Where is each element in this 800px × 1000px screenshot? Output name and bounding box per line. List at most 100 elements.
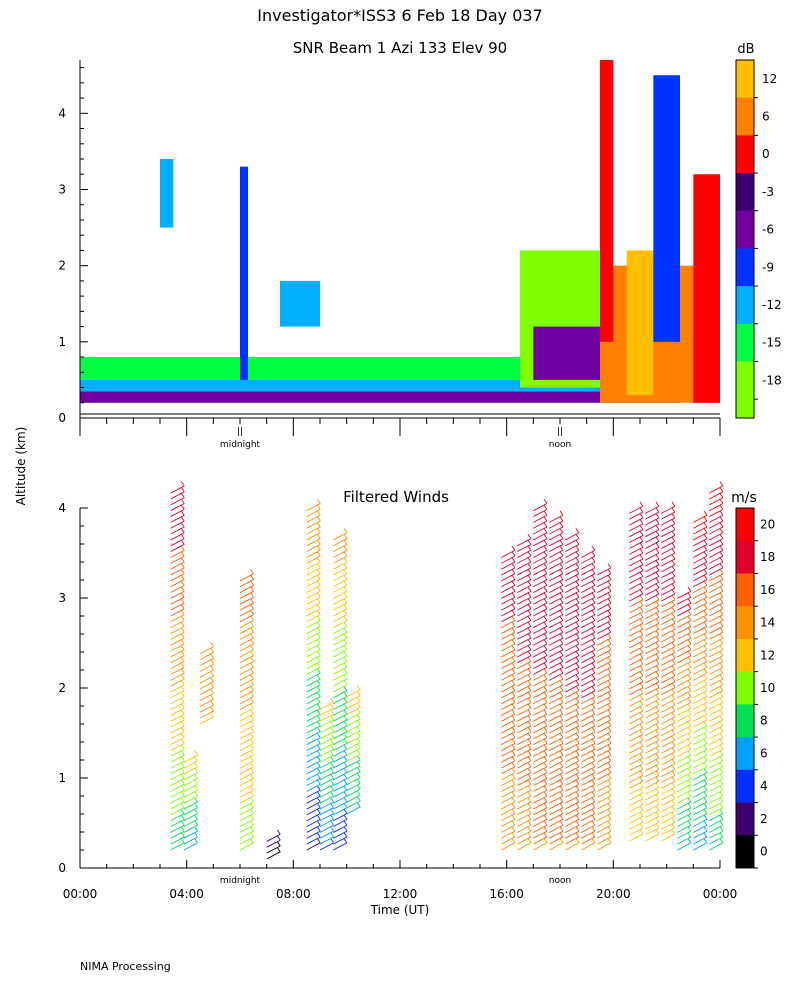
wind-barb — [170, 608, 185, 617]
wind-barb-flag — [671, 636, 676, 642]
wind-barb — [346, 706, 361, 715]
wind-barb — [306, 503, 321, 512]
wind-barb — [333, 608, 348, 617]
wind-barb — [629, 810, 644, 818]
wind-barb — [170, 590, 185, 599]
wind-barb — [549, 573, 564, 582]
wind-barb-flag — [527, 697, 532, 703]
wind-barb-flag — [356, 778, 361, 784]
wind-barb — [661, 540, 676, 549]
wind-barb-flag — [511, 703, 516, 709]
wind-barb-flag — [559, 703, 564, 709]
wind-barb-flag — [180, 574, 185, 580]
wind-barb — [645, 704, 660, 713]
wind-barb-flag — [607, 808, 612, 814]
wind-barb-flag — [655, 817, 660, 823]
wind-barb-flag — [343, 639, 348, 645]
wind-barb-flag — [607, 732, 612, 738]
wind-barb-flag — [671, 712, 676, 718]
wind-barb-flag — [607, 832, 612, 838]
wind-barb — [501, 672, 516, 681]
wind-barb — [597, 713, 612, 722]
wind-barb — [645, 611, 660, 620]
wind-barb — [581, 748, 596, 757]
wind-barb — [565, 625, 580, 634]
wind-barb — [183, 819, 198, 827]
wind-barb-flag — [703, 563, 708, 569]
wind-barb — [629, 815, 644, 824]
wind-barb-flag — [607, 703, 612, 709]
wind-barb-flag — [180, 779, 185, 785]
wind-barb — [501, 614, 516, 623]
wind-barb-flag — [316, 592, 321, 598]
wind-barb-flag — [343, 820, 348, 826]
wind-barb — [517, 830, 532, 839]
wind-barb — [306, 783, 321, 792]
wind-x-tick-label: 08:00 — [276, 887, 311, 901]
wind-barb-flag — [559, 697, 564, 703]
wind-barb-flag — [511, 645, 516, 651]
wind-barb — [581, 819, 596, 827]
wind-barb-flag — [543, 838, 548, 844]
wind-barb-flag — [316, 545, 321, 551]
wind-barb — [306, 625, 321, 634]
wind-barb-flag — [210, 653, 214, 659]
wind-barb — [533, 649, 548, 658]
wind-barb — [183, 830, 198, 839]
wind-barb-flag — [703, 732, 708, 738]
wind-barb-flag — [559, 715, 564, 721]
wind-barb-flag — [719, 820, 724, 826]
wind-barb-flag — [575, 551, 580, 557]
wind-barb-flag — [330, 715, 334, 721]
wind-barb-flag — [719, 487, 724, 493]
wind-colorbar-frame — [735, 507, 755, 869]
snr-colorbar-label: 6 — [762, 110, 770, 124]
wind-barb — [501, 801, 516, 810]
wind-barb-flag — [330, 773, 334, 779]
wind-barb-flag — [559, 557, 564, 563]
wind-barb — [549, 819, 564, 827]
wind-barb-flag — [316, 510, 321, 516]
wind-barb — [517, 608, 532, 617]
wind-barb — [645, 535, 660, 544]
wind-barb — [693, 719, 708, 728]
wind-barb — [333, 748, 348, 757]
wind-barb-flag — [719, 709, 724, 715]
wind-barb — [661, 810, 676, 818]
wind-colorbar-label: 2 — [760, 812, 768, 826]
wind-barb-flag — [591, 832, 596, 838]
wind-barb — [709, 549, 724, 558]
wind-barb-flag — [559, 680, 564, 686]
wind-barb — [306, 649, 321, 658]
wind-barb — [333, 696, 348, 705]
wind-barb — [517, 549, 532, 558]
wind-barb-flag — [591, 680, 596, 686]
wind-barb — [533, 772, 548, 781]
wind-barb — [629, 722, 644, 731]
wind-barb — [170, 544, 185, 553]
wind-barb — [629, 763, 644, 772]
wind-barb-flag — [511, 557, 516, 563]
wind-barb — [333, 678, 348, 687]
wind-barb-flag — [687, 621, 692, 627]
wind-barb — [533, 731, 548, 740]
wind-barb — [709, 672, 724, 681]
wind-barb-flag — [330, 803, 334, 808]
wind-barb-flag — [210, 659, 214, 665]
wind-barb — [170, 649, 185, 658]
wind-barb — [306, 643, 321, 652]
wind-barb — [661, 657, 676, 666]
snr-colorbar-frame — [735, 59, 755, 419]
wind-barb — [597, 625, 612, 634]
wind-barb — [533, 725, 548, 734]
snr-colorbar-swatch — [736, 97, 754, 136]
wind-barb — [645, 529, 660, 538]
wind-barb-flag — [250, 609, 254, 615]
wind-barb — [533, 824, 548, 833]
wind-x-tick-label: 00:00 — [63, 887, 98, 901]
wind-barb-flag — [194, 762, 198, 768]
wind-barb-flag — [687, 662, 692, 668]
wind-barb — [346, 765, 361, 774]
wind-barb — [629, 511, 644, 520]
wind-barb-flag — [719, 797, 724, 803]
